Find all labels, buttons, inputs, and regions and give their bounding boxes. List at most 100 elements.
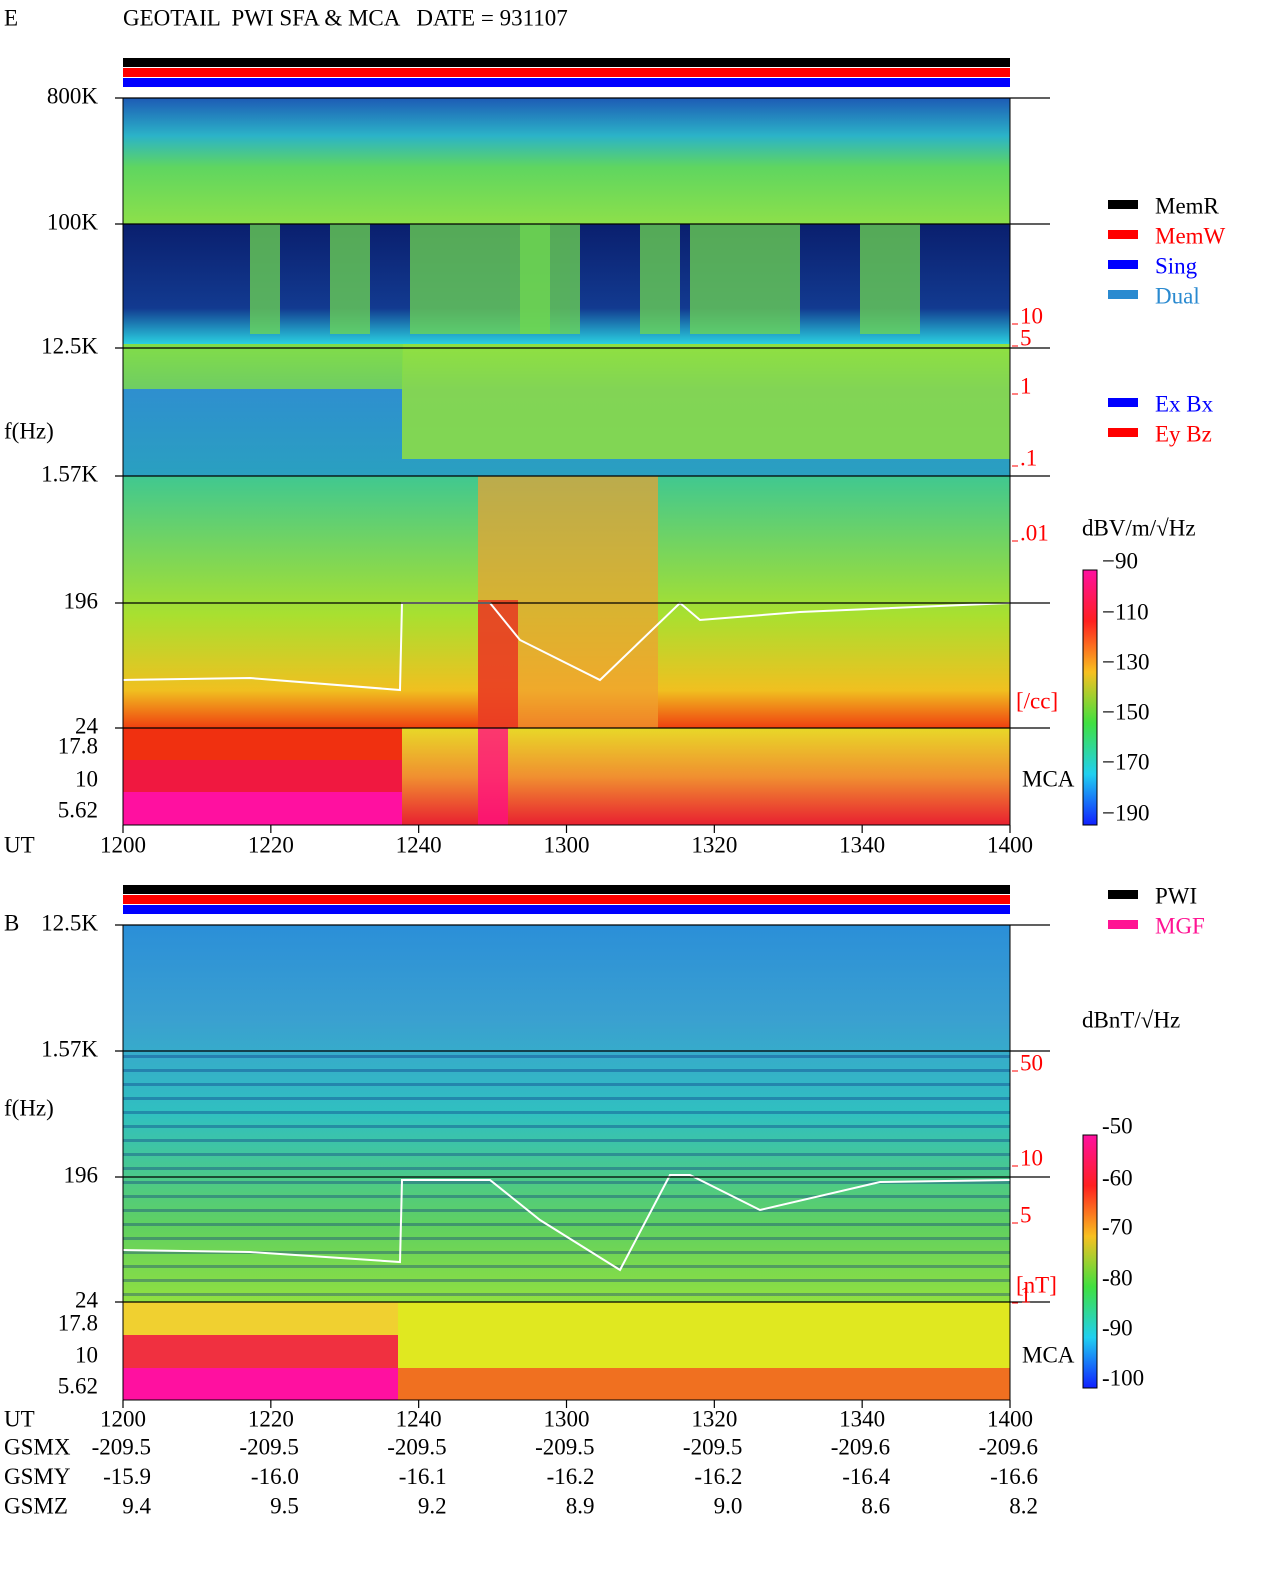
legend-label: MGF	[1155, 913, 1205, 938]
y-tick-label: 1.57K	[41, 461, 98, 486]
x-tick-label: 1200	[100, 832, 146, 857]
y-tick-label: 800K	[47, 83, 99, 108]
density-unit: [/cc]	[1016, 688, 1058, 713]
legend-swatch	[1108, 890, 1138, 899]
colorbar-tick-label: -50	[1102, 1113, 1133, 1138]
colorbar-tick-label: -60	[1102, 1165, 1133, 1190]
legend-label: Ey Bz	[1155, 421, 1212, 446]
legend-label: Sing	[1155, 253, 1198, 278]
orbit-value: 8.6	[861, 1493, 890, 1518]
density-tick-label: 50	[1020, 1050, 1043, 1075]
x-tick-label: 1220	[248, 1406, 294, 1431]
mca-label: MCA	[1022, 766, 1075, 791]
y-tick-label: 17.8	[58, 733, 98, 758]
y-axis-label: f(Hz)	[4, 418, 54, 443]
density-tick-label: 5	[1020, 325, 1032, 350]
density-tick-label: 10	[1020, 1145, 1043, 1170]
stripe	[123, 1223, 1010, 1226]
colorbar	[1082, 1134, 1098, 1389]
y-tick-label: 1.57K	[41, 1036, 98, 1061]
spectrogram	[122, 98, 1011, 825]
mca	[123, 760, 403, 792]
orbit-value: 9.2	[418, 1493, 447, 1518]
legend-swatch	[1108, 920, 1138, 929]
emission	[520, 224, 580, 334]
y-tick-label: 5.62	[58, 1373, 98, 1398]
stripe	[123, 1083, 1010, 1086]
legend-swatch	[1108, 230, 1138, 239]
legend-label: MemR	[1155, 193, 1220, 218]
orbit-name: GSMX	[4, 1434, 71, 1459]
x-tick-label: 1240	[396, 1406, 442, 1431]
mca	[123, 728, 403, 760]
stripe	[123, 1293, 1010, 1296]
y-tick-label: 24	[75, 1287, 99, 1312]
legend-label: PWI	[1155, 883, 1197, 908]
legend-swatch	[1108, 290, 1138, 299]
colorbar-tick-label: -100	[1102, 1365, 1144, 1390]
orbit-value: -15.9	[103, 1464, 151, 1489]
colorbar-tick-label: −130	[1102, 649, 1149, 674]
spectrogram	[122, 925, 1011, 1400]
orbit-value: 8.9	[566, 1493, 595, 1518]
y-tick-label: 12.5K	[41, 910, 98, 935]
mca	[123, 1335, 398, 1368]
x-tick-label: 1340	[839, 1406, 885, 1431]
emission	[640, 224, 680, 334]
mca-label: MCA	[1022, 1342, 1075, 1367]
colorbar-tick-label: −170	[1102, 749, 1149, 774]
status-bar	[123, 58, 1010, 67]
legend-swatch	[1108, 200, 1138, 209]
orbit-value: 9.4	[122, 1493, 151, 1518]
density-tick-label: 1	[1020, 1282, 1032, 1307]
field-line	[122, 1174, 1011, 1272]
y-tick-label: 10	[75, 766, 98, 791]
emission	[690, 224, 800, 334]
title: GEOTAIL PWI SFA & MCA DATE = 931107	[123, 5, 568, 30]
stripe	[123, 1251, 1010, 1254]
orbit-value: 8.2	[1009, 1493, 1038, 1518]
colorbar-unit: dBnT/√Hz	[1082, 1007, 1180, 1032]
colorbar-unit: dBV/m/√Hz	[1082, 515, 1196, 540]
stripe	[123, 1125, 1010, 1128]
x-axis-label: UT	[4, 832, 35, 857]
legend-label: Ex Bx	[1155, 391, 1214, 416]
emission	[123, 344, 403, 389]
orbit-value: -16.1	[399, 1464, 447, 1489]
x-axis-label: UT	[4, 1406, 35, 1431]
orbit-value: -16.2	[547, 1464, 595, 1489]
colorbar	[1082, 569, 1098, 826]
x-tick-label: 1220	[248, 832, 294, 857]
status-bar	[123, 895, 1010, 904]
orbit-value: -209.5	[387, 1434, 446, 1459]
orbit-value: -209.5	[535, 1434, 594, 1459]
band	[123, 98, 1010, 224]
panel-label: B	[4, 910, 19, 935]
stripe	[123, 1209, 1010, 1212]
mca	[123, 792, 403, 825]
stripe	[123, 1195, 1010, 1198]
legend-label: Dual	[1155, 283, 1200, 308]
mca	[398, 1368, 1010, 1400]
status-bar	[123, 905, 1010, 914]
stripe	[123, 1279, 1010, 1282]
orbit-value: -16.2	[694, 1464, 742, 1489]
mca	[398, 1302, 1010, 1368]
orbit-value: 9.5	[270, 1493, 299, 1518]
x-tick-label: 1320	[691, 1406, 737, 1431]
x-tick-label: 1400	[987, 1406, 1033, 1431]
stripe	[123, 1097, 1010, 1100]
y-tick-label: 10	[75, 1342, 98, 1367]
mca	[123, 1302, 398, 1335]
legend-swatch	[1108, 398, 1138, 407]
y-tick-label: 196	[64, 1162, 99, 1187]
x-tick-label: 1400	[987, 832, 1033, 857]
y-tick-label: 5.62	[58, 797, 98, 822]
y-tick-label: 17.8	[58, 1310, 98, 1335]
orbit-value: 9.0	[714, 1493, 743, 1518]
emission	[250, 224, 280, 334]
x-tick-label: 1200	[100, 1406, 146, 1431]
legend-label: MemW	[1155, 223, 1226, 248]
